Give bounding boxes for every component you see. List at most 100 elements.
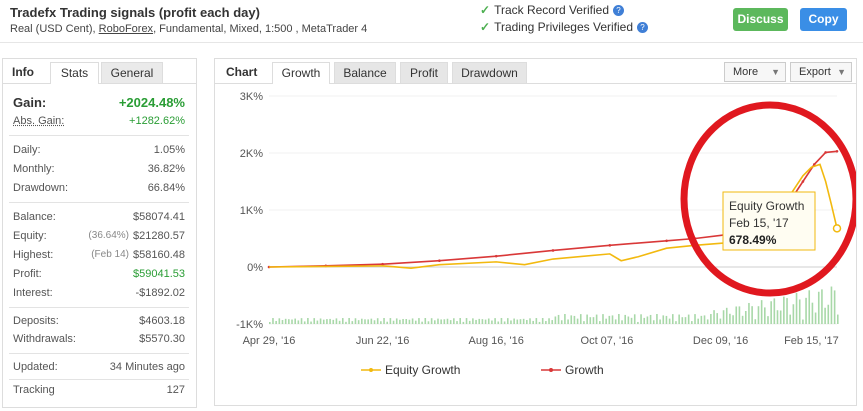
- volume-bar: [373, 320, 376, 324]
- tab-general[interactable]: General: [101, 62, 163, 83]
- volume-bar: [497, 321, 500, 324]
- volume-bar: [643, 317, 646, 324]
- volume-bar: [656, 314, 658, 324]
- volume-bar: [805, 297, 807, 324]
- volume-bar: [665, 315, 668, 324]
- chevron-down-icon: ▼: [771, 67, 780, 77]
- trading-privileges-verified: ✓ Trading Privileges Verified?: [480, 20, 649, 34]
- chart-heading: Chart: [226, 65, 258, 79]
- equity-label: Equity:: [13, 230, 47, 242]
- tab-balance[interactable]: Balance: [334, 62, 396, 83]
- volume-bar: [824, 307, 826, 324]
- volume-bar: [341, 318, 344, 324]
- volume-bar: [735, 306, 738, 324]
- volume-bar: [503, 321, 506, 324]
- highest-date: (Feb 14): [91, 249, 129, 260]
- help-icon[interactable]: ?: [637, 22, 649, 33]
- chevron-down-icon: ▼: [837, 67, 846, 77]
- volume-bar: [421, 321, 423, 324]
- volume-bar: [269, 322, 271, 324]
- equity-percent: (36.64%): [88, 230, 129, 241]
- volume-bar: [640, 314, 642, 324]
- volume-bar: [376, 318, 379, 324]
- volume-bar: [367, 319, 369, 324]
- volume-bar: [602, 314, 604, 324]
- x-tick-label: Jun 22, '16: [356, 335, 409, 347]
- volume-bar: [754, 319, 757, 324]
- export-dropdown[interactable]: Export ▼: [790, 62, 852, 82]
- abs-gain-label: Abs. Gain:: [13, 115, 65, 127]
- volume-bar: [427, 321, 430, 324]
- volume-bar: [748, 302, 750, 324]
- divider: [9, 202, 189, 203]
- volume-bar: [275, 320, 277, 324]
- volume-bar: [564, 314, 566, 324]
- volume-bar: [462, 321, 465, 324]
- volume-bar: [316, 320, 319, 324]
- volume-bar: [272, 318, 274, 324]
- volume-bar: [802, 319, 804, 324]
- tab-drawdown[interactable]: Drawdown: [452, 62, 527, 83]
- tooltip-box: [722, 191, 816, 251]
- x-tick-label: Oct 07, '16: [581, 335, 634, 347]
- more-dropdown[interactable]: More ▼: [724, 62, 786, 82]
- growth-point: [835, 149, 839, 153]
- growth-point: [381, 262, 384, 266]
- volume-bar: [332, 319, 335, 324]
- volume-bar: [449, 320, 452, 324]
- volume-bar: [484, 319, 487, 324]
- volume-bar: [744, 310, 747, 324]
- tab-stats[interactable]: Stats: [50, 62, 99, 84]
- gain-row: Gain: +2024.48%: [13, 95, 185, 111]
- divider: [9, 135, 189, 136]
- account-details: , Fundamental, Mixed, 1:500 , MetaTrader…: [153, 23, 368, 35]
- highest-label: Highest:: [13, 249, 54, 261]
- volume-bar: [491, 320, 493, 324]
- discuss-button[interactable]: Discuss: [733, 8, 788, 31]
- volume-bar: [313, 318, 316, 324]
- info-heading: Info: [12, 65, 34, 79]
- tab-profit[interactable]: Profit: [400, 62, 448, 83]
- volume-bar: [408, 319, 411, 324]
- divider: [9, 379, 189, 380]
- legend-equity-growth: Equity Growth: [385, 363, 460, 377]
- volume-bar: [351, 321, 354, 324]
- volume-bar: [827, 304, 830, 324]
- volume-bar: [821, 289, 823, 324]
- volume-bar: [783, 296, 785, 324]
- balance-value: $58074.41: [133, 211, 185, 223]
- tracking-label: Tracking: [13, 384, 55, 396]
- x-tick-label: Apr 29, '16: [243, 335, 296, 347]
- volume-bar: [830, 286, 833, 324]
- volume-bar: [548, 318, 550, 324]
- volume-bar: [592, 317, 595, 324]
- volume-bar: [453, 318, 455, 324]
- volume-bar: [687, 314, 690, 324]
- volume-bar: [354, 318, 357, 324]
- growth-chart[interactable]: 3K% 2K% 1K% 0% -1K% Apr 29, '16 Jun 22, '16 Aug…: [215, 84, 856, 404]
- volume-bar: [573, 315, 576, 324]
- export-label: Export: [799, 66, 831, 78]
- help-icon[interactable]: ?: [613, 5, 624, 16]
- volume-bar: [459, 318, 461, 324]
- interest-label: Interest:: [13, 287, 53, 299]
- volume-bar: [681, 317, 684, 324]
- tooltip-date: Feb 15, '17: [729, 216, 789, 230]
- copy-button[interactable]: Copy: [800, 8, 847, 31]
- volume-bar: [395, 318, 398, 324]
- volume-bar: [506, 318, 509, 324]
- broker-link[interactable]: RoboForex: [98, 23, 154, 35]
- gain-label: Gain:: [13, 95, 47, 110]
- volume-bar: [335, 318, 338, 324]
- volume-bar: [345, 321, 347, 324]
- volume-bar: [614, 319, 617, 324]
- volume-bar: [627, 316, 630, 324]
- volume-bar: [411, 318, 414, 324]
- growth-point: [494, 254, 498, 258]
- y-tick-label: 0%: [247, 262, 263, 274]
- volume-bar: [532, 320, 534, 324]
- tab-growth[interactable]: Growth: [272, 62, 330, 84]
- growth-point: [801, 180, 805, 183]
- volume-bar: [691, 321, 693, 324]
- volume-bar: [446, 318, 449, 324]
